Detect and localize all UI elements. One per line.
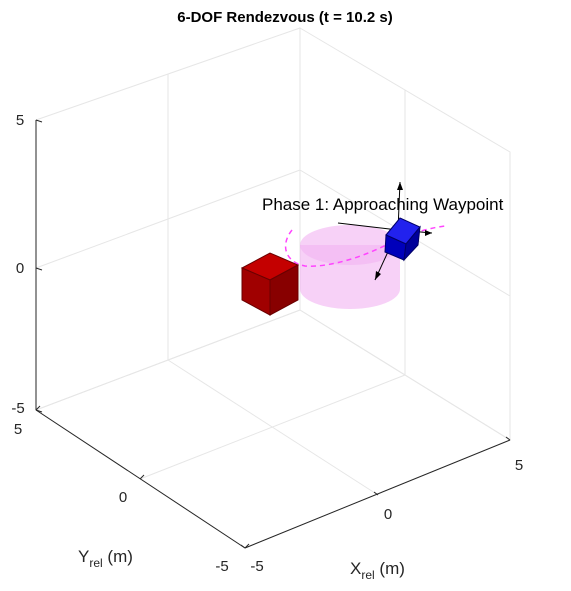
grid-line [167, 359, 379, 496]
y-tick [244, 543, 250, 549]
y-axis-label-sub: rel [89, 556, 102, 570]
target-cube-right [269, 264, 299, 316]
y-tick [35, 405, 41, 411]
x-tick-label: 5 [515, 457, 523, 474]
z-tick-label: 0 [16, 260, 24, 277]
x-axis-label-unit: (m) [375, 559, 405, 578]
body-axis-y [337, 222, 399, 231]
z-tick-label: 5 [16, 112, 24, 129]
axis-lines [35, 119, 511, 549]
keep-out-cylinder [300, 225, 400, 309]
y-tick-label: -5 [215, 558, 228, 575]
y-axis-label: Yrel (m) [78, 547, 133, 570]
x-axis-label-main: X [350, 559, 361, 578]
x-axis-label: Xrel (m) [350, 559, 405, 582]
x-axis-line [244, 439, 511, 549]
cylinder-top [300, 225, 400, 265]
chaser-spacecraft [337, 181, 433, 281]
x-tick [505, 436, 511, 441]
z-tick [35, 119, 43, 123]
trajectory-path [284, 225, 446, 267]
x-tick [373, 491, 379, 496]
z-tick [35, 409, 43, 413]
x-axis-label-sub: rel [361, 568, 374, 582]
target-cube [240, 252, 300, 316]
x-tick-label: 0 [384, 506, 392, 523]
body-axis-x-head [425, 230, 432, 236]
y-axis-label-unit: (m) [103, 547, 133, 566]
chart-title: 6-DOF Rendezvous (t = 10.2 s) [177, 9, 392, 26]
chaser-cube-side [403, 225, 421, 262]
z-tick [35, 267, 43, 271]
body-axis-z-head [397, 182, 403, 190]
phase-annotation: Phase 1: Approaching Waypoint [262, 195, 504, 214]
y-tick [139, 474, 145, 480]
grid-line [35, 169, 301, 269]
x-tick-label: -5 [250, 558, 263, 575]
grid-line [139, 374, 406, 480]
x-tick [240, 544, 246, 549]
z-tick-label: -5 [11, 400, 24, 417]
body-axis-neg-z-head [375, 271, 381, 280]
y-tick-label: 0 [119, 489, 127, 506]
y-axis-label-main: Y [78, 547, 89, 566]
y-tick-label: 5 [14, 421, 22, 438]
